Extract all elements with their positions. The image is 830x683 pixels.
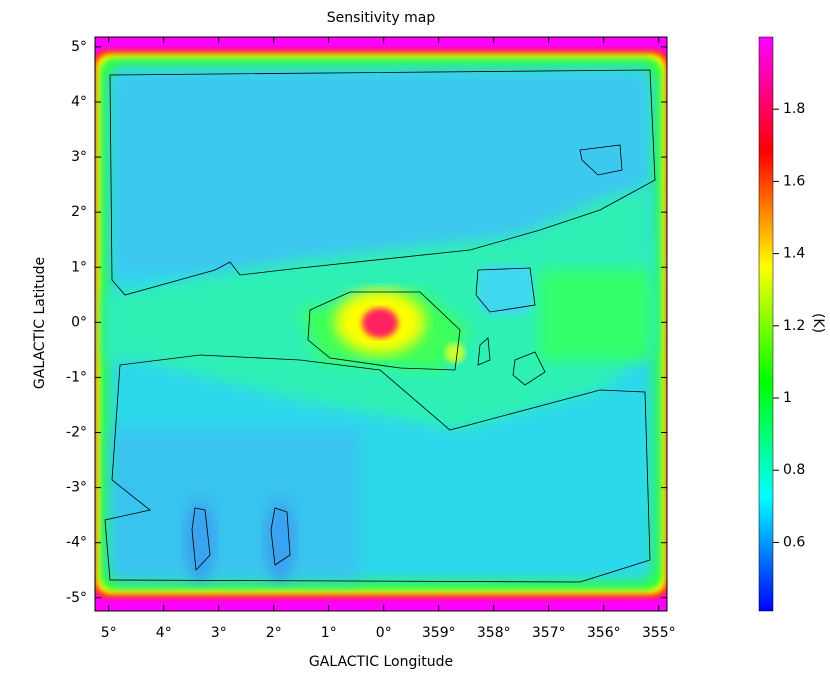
- sensitivity-image: [95, 37, 667, 611]
- x-tick-label: 359°: [422, 625, 456, 641]
- colorbar-tick-label: 0.6: [783, 534, 805, 550]
- y-tick-label: -5°: [66, 590, 87, 606]
- colorbar-tick-label: 1.4: [783, 246, 805, 262]
- x-tick-label: 355°: [642, 625, 676, 641]
- y-axis-label: GALACTIC Latitude: [32, 257, 48, 389]
- colorbar-tick-label: 1.2: [783, 318, 805, 334]
- colorbar-tick-label: 1.6: [783, 173, 805, 189]
- y-tick-label: 4°: [71, 94, 87, 110]
- x-tick-label: 358°: [477, 625, 511, 641]
- x-tick-label: 357°: [532, 625, 566, 641]
- y-tick-label: 5°: [71, 39, 87, 55]
- x-axis-label: GALACTIC Longitude: [309, 654, 453, 670]
- y-tick-label: 2°: [71, 204, 87, 220]
- y-tick-label: -1°: [66, 369, 87, 385]
- colorbar-tick-label: 1: [783, 390, 792, 406]
- y-tick-label: 1°: [71, 259, 87, 275]
- y-tick-label: 3°: [71, 149, 87, 165]
- x-tick-label: 356°: [587, 625, 621, 641]
- chart-title: Sensitivity map: [327, 10, 436, 26]
- y-tick-label: -4°: [66, 535, 87, 551]
- y-tick-label: 0°: [71, 314, 87, 330]
- x-tick-label: 1°: [321, 625, 337, 641]
- colorbar-label: (K): [810, 313, 826, 333]
- x-tick-label: 2°: [266, 625, 282, 641]
- colorbar-tick-label: 1.8: [783, 101, 805, 117]
- x-tick-label: 4°: [156, 625, 172, 641]
- x-tick-label: 0°: [376, 625, 392, 641]
- y-tick-label: -2°: [66, 425, 87, 441]
- y-tick-label: -3°: [66, 480, 87, 496]
- colorbar-tick-label: 0.8: [783, 462, 805, 478]
- colorbar: [758, 36, 774, 612]
- x-tick-label: 3°: [211, 625, 227, 641]
- frame: [94, 36, 668, 612]
- x-tick-label: 5°: [101, 625, 117, 641]
